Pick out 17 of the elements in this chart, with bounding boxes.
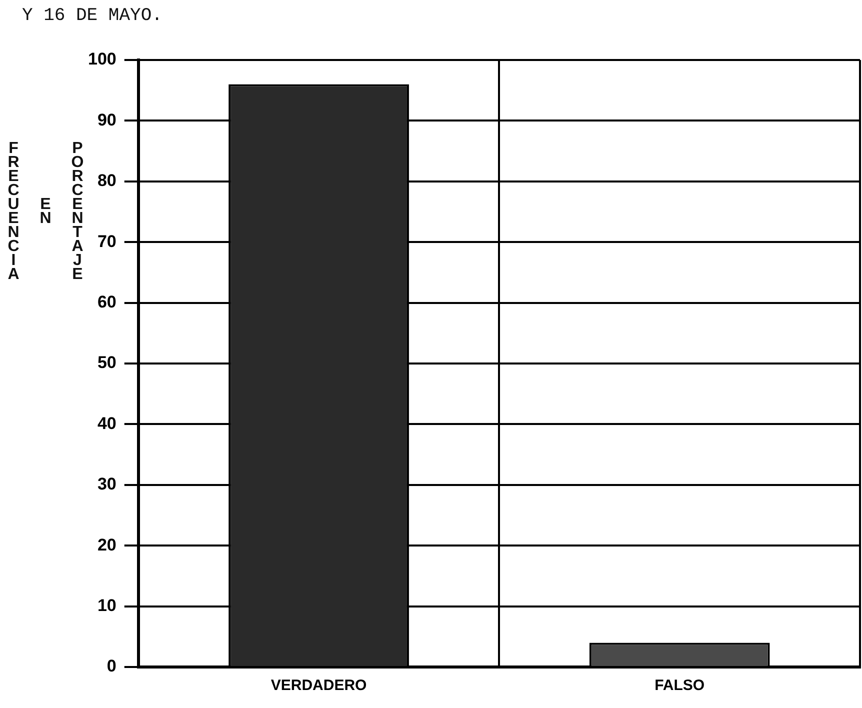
y-tick-label: 70 bbox=[97, 232, 116, 251]
y-tick-label: 50 bbox=[97, 353, 116, 372]
y-tick-label: 60 bbox=[97, 292, 116, 312]
y-tick-label: 40 bbox=[97, 414, 116, 433]
y-tick-label: 100 bbox=[88, 50, 116, 69]
text: PORCENTAJE bbox=[69, 140, 86, 280]
y-tick-label: 20 bbox=[97, 535, 116, 554]
y-tick-label: 10 bbox=[97, 596, 116, 615]
x-tick-label: VERDADERO bbox=[270, 677, 368, 694]
chart-title: Y 16 DE MAYO. bbox=[22, 6, 162, 26]
text: EN bbox=[37, 196, 54, 224]
text: FRECUENCIA bbox=[5, 140, 22, 280]
y-tick-label: 30 bbox=[97, 474, 116, 494]
x-tick-label: FALSO bbox=[654, 677, 705, 694]
y-tick-label: 0 bbox=[106, 656, 116, 676]
y-tick-label: 80 bbox=[97, 171, 116, 190]
y-tick-label: 90 bbox=[97, 110, 116, 130]
